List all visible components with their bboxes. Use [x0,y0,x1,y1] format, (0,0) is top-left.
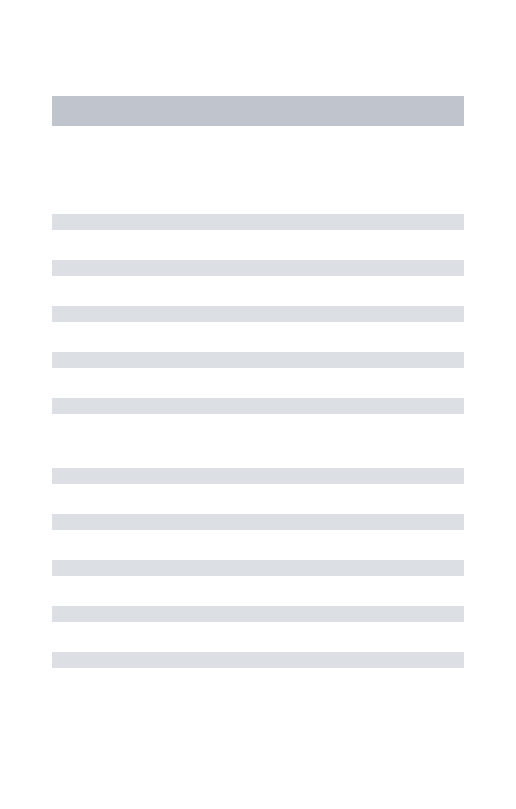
skeleton-line [52,306,464,322]
skeleton-line [52,606,464,622]
skeleton-line [52,214,464,230]
skeleton-container [0,96,516,668]
skeleton-line [52,260,464,276]
skeleton-line [52,398,464,414]
skeleton-section-1 [52,214,464,414]
skeleton-line [52,352,464,368]
skeleton-line [52,514,464,530]
skeleton-line [52,560,464,576]
skeleton-header-bar [52,96,464,126]
skeleton-line [52,468,464,484]
skeleton-line [52,652,464,668]
skeleton-section-gap [52,444,464,468]
skeleton-section-2 [52,468,464,668]
